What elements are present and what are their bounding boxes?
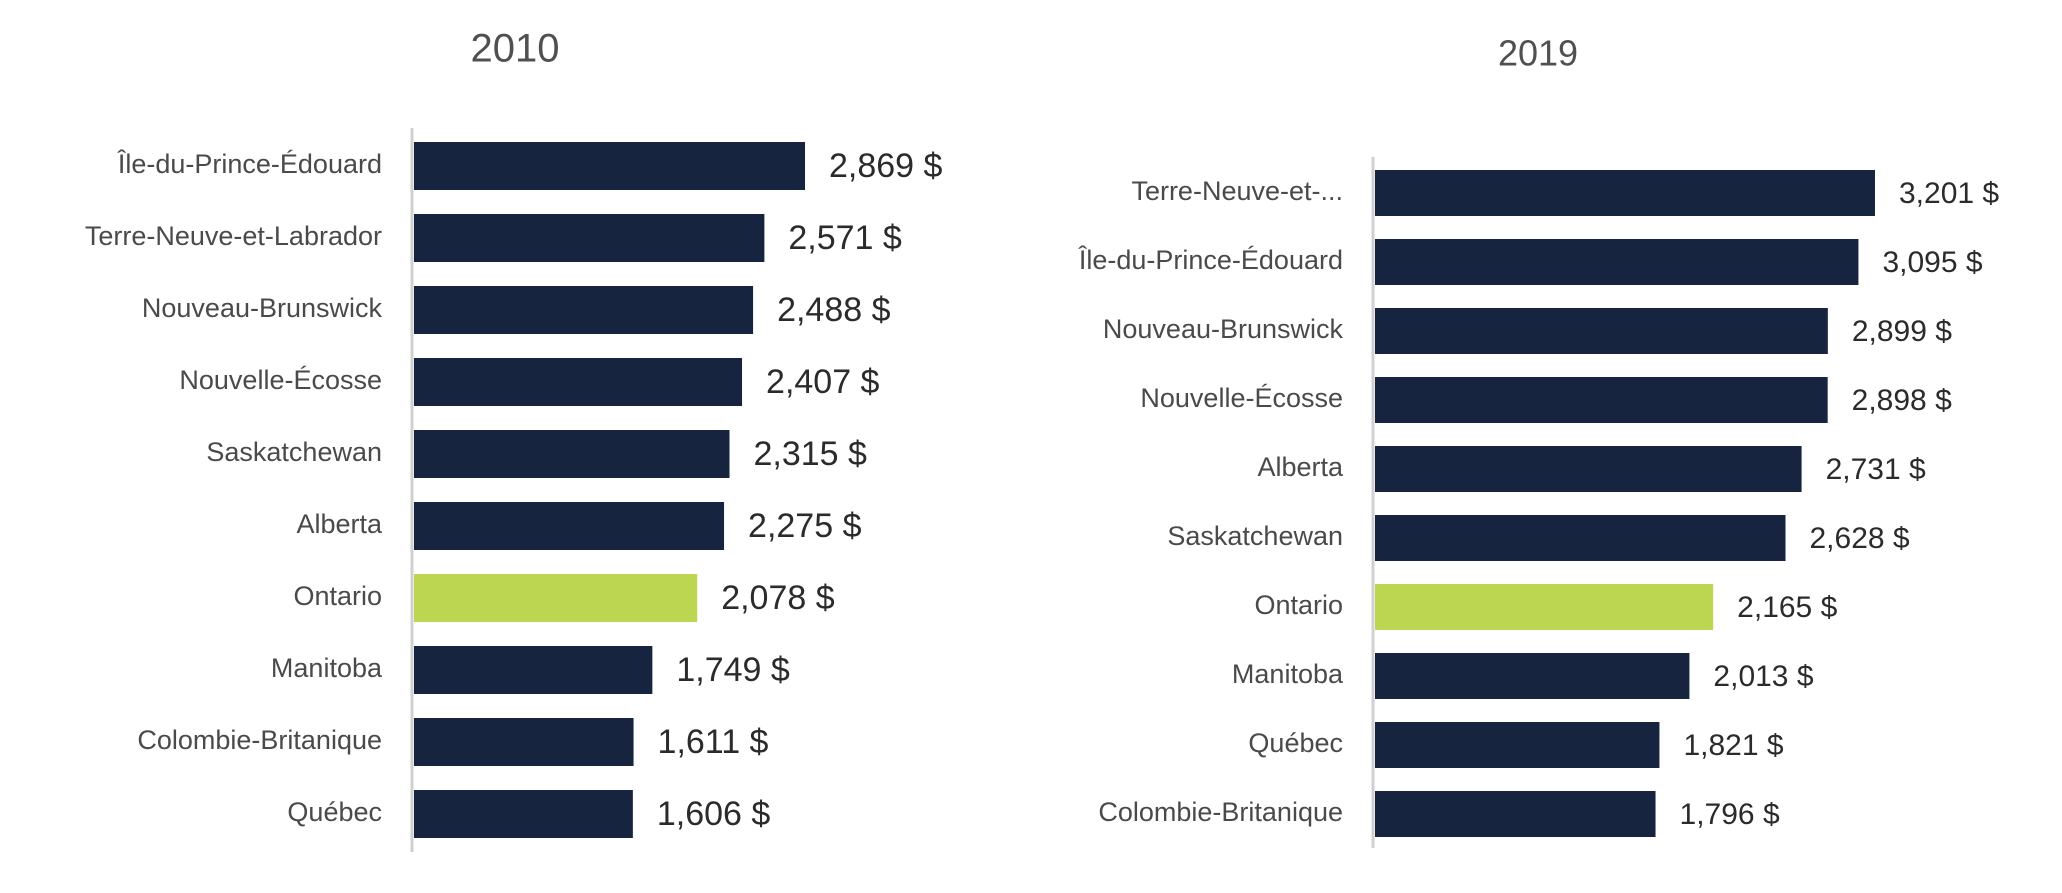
value-label: 2,013 $ xyxy=(1713,660,1813,693)
value-label: 2,898 $ xyxy=(1852,384,1952,417)
bar xyxy=(1375,377,1828,423)
bar xyxy=(414,142,805,190)
category-label: Ontario xyxy=(1254,590,1343,620)
category-label: Île-du-Prince-Édouard xyxy=(1078,244,1343,275)
category-label: Alberta xyxy=(296,509,383,539)
category-label: Nouveau-Brunswick xyxy=(142,293,383,323)
category-label: Nouvelle-Écosse xyxy=(1140,383,1343,413)
value-label: 2,628 $ xyxy=(1809,522,1909,555)
category-label: Saskatchewan xyxy=(206,437,382,467)
bar-highlight xyxy=(1375,584,1714,630)
bar xyxy=(414,358,743,406)
value-label: 2,899 $ xyxy=(1852,315,1952,348)
value-label: 2,488 $ xyxy=(777,291,891,329)
bar xyxy=(1375,446,1802,492)
category-label: Manitoba xyxy=(1232,659,1344,689)
category-label: Île-du-Prince-Édouard xyxy=(117,148,382,179)
bar xyxy=(414,502,725,550)
bar xyxy=(414,646,653,694)
value-label: 1,796 $ xyxy=(1680,798,1780,831)
value-label: 1,749 $ xyxy=(676,651,790,689)
category-label: Québec xyxy=(1248,728,1343,758)
category-label: Manitoba xyxy=(271,653,383,683)
bar xyxy=(1375,791,1656,837)
category-label: Nouvelle-Écosse xyxy=(179,365,382,395)
bar xyxy=(414,286,754,334)
bar xyxy=(1375,515,1786,561)
value-label: 2,571 $ xyxy=(788,219,902,257)
value-label: 1,606 $ xyxy=(657,795,771,833)
category-label: Alberta xyxy=(1257,452,1344,482)
value-label: 1,821 $ xyxy=(1683,729,1783,762)
bar xyxy=(414,430,730,478)
bar xyxy=(1375,170,1875,216)
value-label: 3,095 $ xyxy=(1882,246,1982,279)
value-label: 2,275 $ xyxy=(748,507,862,545)
category-label: Terre-Neuve-et-... xyxy=(1131,176,1343,206)
category-label: Québec xyxy=(287,797,382,827)
value-label: 2,078 $ xyxy=(721,579,835,617)
bar xyxy=(1375,308,1828,354)
category-label: Nouveau-Brunswick xyxy=(1103,314,1344,344)
category-label: Saskatchewan xyxy=(1167,521,1343,551)
chart-panel-2019: 2019 Terre-Neuve-et-... 3,201 $ Île-du-Prin… xyxy=(1078,33,1999,848)
value-label: 2,165 $ xyxy=(1737,591,1837,624)
bar xyxy=(414,214,765,262)
value-label: 2,315 $ xyxy=(753,435,867,473)
value-label: 1,611 $ xyxy=(658,723,769,761)
bar xyxy=(1375,722,1660,768)
value-label: 2,731 $ xyxy=(1826,453,1926,486)
category-label: Colombie-Britanique xyxy=(1098,797,1343,827)
chart-panel-2010: 2010 Île-du-Prince-Édouard 2,869 $ Terre-Ne… xyxy=(85,27,943,852)
bar xyxy=(414,790,633,838)
bar xyxy=(1375,239,1859,285)
bar xyxy=(1375,653,1690,699)
category-label: Colombie-Britanique xyxy=(137,725,382,755)
value-label: 2,869 $ xyxy=(829,147,943,185)
category-label: Terre-Neuve-et-Labrador xyxy=(85,221,382,251)
value-label: 2,407 $ xyxy=(766,363,880,401)
bar xyxy=(414,718,634,766)
chart-title: 2010 xyxy=(471,27,560,71)
bar-highlight xyxy=(414,574,698,622)
category-label: Ontario xyxy=(293,581,382,611)
chart-title: 2019 xyxy=(1498,33,1578,74)
value-label: 3,201 $ xyxy=(1899,177,1999,210)
